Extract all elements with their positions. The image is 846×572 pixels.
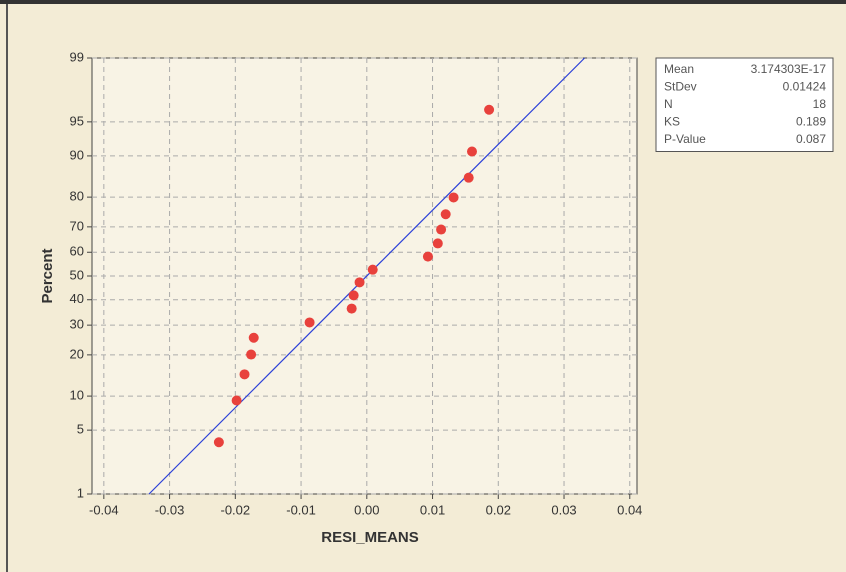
data-point (467, 147, 477, 157)
y-tick-label: 90 (70, 147, 84, 162)
x-tick-label: 0.04 (617, 502, 642, 517)
y-tick-label: 1 (77, 485, 84, 500)
x-tick-label: -0.03 (155, 502, 185, 517)
data-point (464, 173, 474, 183)
data-point (368, 265, 378, 275)
data-point (355, 277, 365, 287)
data-point (214, 437, 224, 447)
stat-label: Mean (664, 62, 694, 76)
x-tick-label: -0.02 (220, 502, 250, 517)
stat-label: P-Value (664, 132, 706, 146)
x-axis-label: RESI_MEANS (321, 529, 419, 546)
x-tick-label: -0.04 (89, 502, 119, 517)
chart: RESI_MEANS Percent -0.04 -0.03 -0.02 -0.01 0… (0, 0, 846, 572)
y-tick-label: 80 (70, 189, 84, 204)
data-point (240, 369, 250, 379)
data-point (423, 252, 433, 262)
y-tick-label: 50 (70, 267, 84, 282)
x-tick-label: 0.03 (551, 502, 576, 517)
y-tick-label: 70 (70, 218, 84, 233)
left-border (6, 4, 8, 572)
data-point (433, 238, 443, 248)
stat-label: KS (664, 115, 680, 129)
stat-value: 0.087 (796, 132, 826, 146)
y-tick-label: 60 (70, 244, 84, 259)
stat-value: 18 (813, 97, 827, 111)
data-point (246, 350, 256, 360)
x-tick-label: 0.00 (354, 502, 379, 517)
data-point (441, 209, 451, 219)
y-tick-label: 99 (70, 49, 84, 64)
y-tick-label: 20 (70, 346, 84, 361)
stat-value: 0.189 (796, 115, 826, 129)
y-axis-label: Percent (39, 248, 56, 303)
y-tick-label: 10 (70, 388, 84, 403)
x-tick-label: 0.01 (420, 502, 445, 517)
y-tick-label: 30 (70, 317, 84, 332)
stat-label: StDev (664, 80, 697, 94)
data-point (484, 105, 494, 115)
data-point (305, 317, 315, 327)
data-point (349, 290, 359, 300)
data-point (449, 192, 459, 202)
y-tick-label: 95 (70, 113, 84, 128)
data-point (232, 395, 242, 405)
data-point (347, 304, 357, 314)
data-point (436, 225, 446, 235)
stat-value: 3.174303E-17 (751, 62, 827, 76)
stat-value: 0.01424 (783, 80, 827, 94)
x-tick-label: -0.01 (286, 502, 316, 517)
data-point (249, 333, 259, 343)
y-tick-label: 5 (77, 422, 84, 437)
top-border (0, 0, 846, 4)
y-tick-label: 40 (70, 291, 84, 306)
x-tick-label: 0.02 (486, 502, 511, 517)
stat-label: N (664, 97, 673, 111)
